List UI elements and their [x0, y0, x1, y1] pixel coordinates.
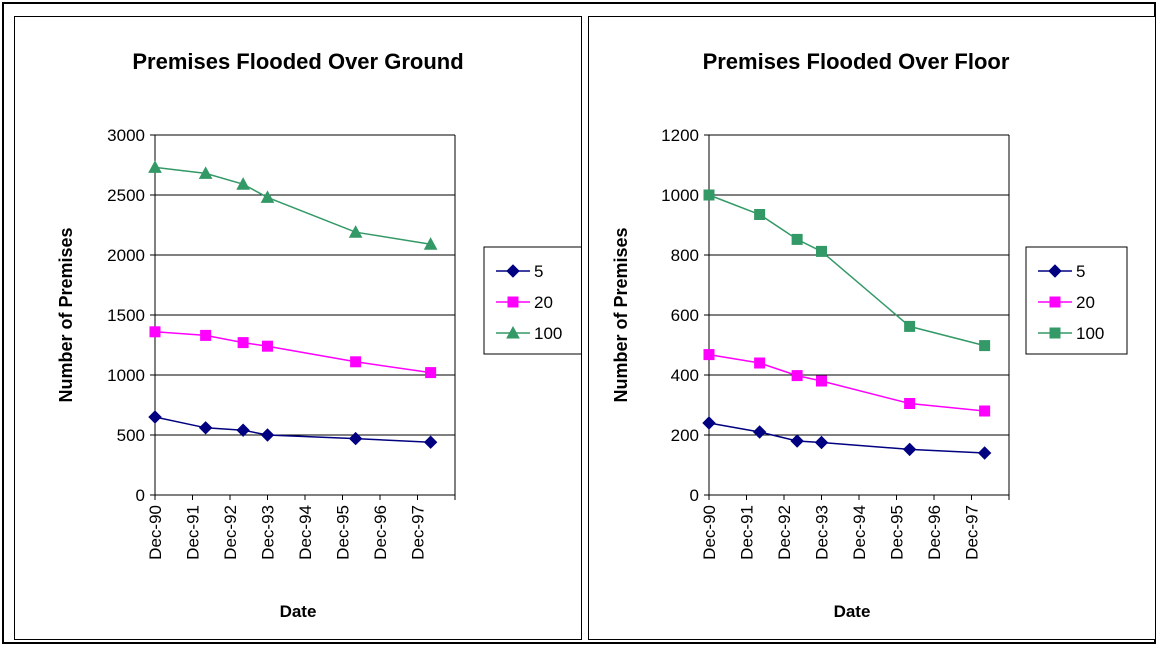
- data-point-100: [703, 189, 715, 201]
- data-point-5: [423, 435, 438, 449]
- y-tick-label: 0: [690, 486, 699, 505]
- legend-label-100: 100: [1076, 324, 1104, 343]
- data-point-20: [200, 329, 212, 341]
- chart-title-ground: Premises Flooded Over Ground: [132, 49, 463, 74]
- data-point-100: [816, 245, 827, 257]
- y-tick-label: 400: [671, 366, 699, 385]
- series-line-100: [154, 166, 431, 245]
- legend-label-5: 5: [534, 262, 543, 281]
- y-tick-label: 1000: [107, 366, 145, 385]
- data-point-100: [754, 209, 766, 220]
- chart-ground-svg: Premises Flooded Over Ground 0 500 1000 1500…: [56, 49, 581, 621]
- legend-label-100: 100: [534, 324, 562, 343]
- y-axis-label-ground: Number of Premises: [56, 227, 76, 402]
- x-tick-label: Dec-97: [963, 505, 982, 560]
- x-tick-label: Dec-94: [850, 505, 869, 560]
- data-point-100: [148, 160, 162, 173]
- x-tick-label: Dec-94: [296, 505, 315, 560]
- legend-marker-100: [506, 325, 520, 339]
- data-point-5: [790, 434, 804, 448]
- data-point-20: [979, 405, 991, 417]
- legend-label-20: 20: [534, 293, 553, 312]
- y-tick-label: 2000: [107, 246, 145, 265]
- y-tick-label: 3000: [107, 126, 145, 145]
- x-tick-label: Dec-93: [813, 505, 832, 560]
- data-point-20: [791, 370, 803, 382]
- data-point-20: [816, 375, 827, 387]
- legend-marker-20: [507, 296, 519, 308]
- x-tick-label: Dec-90: [146, 505, 165, 560]
- y-tick-label: 1000: [661, 186, 699, 205]
- data-point-5: [752, 425, 767, 439]
- data-point-100: [260, 190, 275, 203]
- data-point-20: [425, 367, 437, 379]
- legend-box: [1025, 246, 1128, 355]
- legend-marker-100: [1049, 327, 1061, 339]
- data-point-100: [979, 340, 991, 352]
- data-point-100: [348, 225, 363, 238]
- series-line-5: [154, 416, 431, 443]
- data-point-100: [904, 320, 916, 332]
- y-tick-label: 500: [117, 426, 145, 445]
- x-tick-label: Dec-95: [334, 505, 353, 560]
- x-tick-label: Dec-91: [184, 505, 203, 560]
- y-tick-label: 800: [671, 246, 699, 265]
- y-tick-label: 600: [671, 306, 699, 325]
- x-tick-label: Dec-97: [409, 505, 428, 560]
- legend-marker-5: [1048, 264, 1062, 278]
- data-point-20: [904, 398, 916, 409]
- x-tick-label: Dec-93: [259, 505, 278, 560]
- chart-panel-floor: Premises Flooded Over Floor 0 200 400 600 800…: [588, 16, 1156, 640]
- legend-box: [483, 246, 581, 355]
- series-line-20: [154, 331, 431, 374]
- data-point-20: [754, 357, 766, 369]
- x-tick-label: Dec-90: [700, 505, 719, 560]
- x-tick-label: Dec-96: [925, 505, 944, 560]
- y-axis-label-floor: Number of Premises: [611, 227, 631, 402]
- y-tick-label: 1200: [661, 126, 699, 145]
- chart-floor-svg: Premises Flooded Over Floor 0 200 400 600 800…: [611, 49, 1128, 621]
- x-tick-label: Dec-95: [888, 505, 907, 560]
- data-point-20: [703, 349, 715, 361]
- legend-marker-20: [1049, 296, 1061, 308]
- data-point-100: [423, 237, 438, 250]
- legend-label-20: 20: [1076, 293, 1095, 312]
- x-axis-label-ground: Date: [280, 602, 317, 621]
- data-point-5: [814, 435, 829, 450]
- data-point-100: [198, 166, 213, 179]
- data-point-20: [262, 340, 273, 352]
- data-point-5: [977, 446, 992, 460]
- x-axis-label-floor: Date: [834, 602, 871, 621]
- data-point-100: [236, 177, 250, 190]
- data-point-20: [149, 326, 161, 338]
- x-tick-label: Dec-92: [775, 505, 794, 560]
- data-point-20: [350, 356, 362, 368]
- chart-title-floor: Premises Flooded Over Floor: [703, 49, 1010, 74]
- x-tick-label: Dec-91: [738, 505, 757, 560]
- data-point-20: [237, 337, 249, 349]
- data-point-5: [260, 428, 275, 442]
- data-point-5: [148, 410, 162, 424]
- series-line-5: [708, 422, 985, 454]
- chart-panel-ground: Premises Flooded Over Ground 0 500 1000 1500…: [14, 16, 582, 640]
- series-line-100: [708, 194, 985, 347]
- data-point-5: [236, 423, 250, 437]
- y-tick-label: 200: [671, 426, 699, 445]
- series-line-20: [708, 353, 985, 412]
- data-point-100: [791, 233, 803, 245]
- y-tick-label: 1500: [107, 306, 145, 325]
- y-tick-label: 0: [136, 486, 145, 505]
- legend-marker-5: [506, 264, 520, 278]
- legend-label-5: 5: [1076, 262, 1085, 281]
- data-point-5: [702, 416, 716, 430]
- x-tick-label: Dec-92: [221, 505, 240, 560]
- data-point-5: [198, 421, 213, 435]
- data-point-5: [348, 431, 363, 446]
- data-point-5: [902, 442, 917, 457]
- x-tick-label: Dec-96: [371, 505, 390, 560]
- y-tick-label: 2500: [107, 186, 145, 205]
